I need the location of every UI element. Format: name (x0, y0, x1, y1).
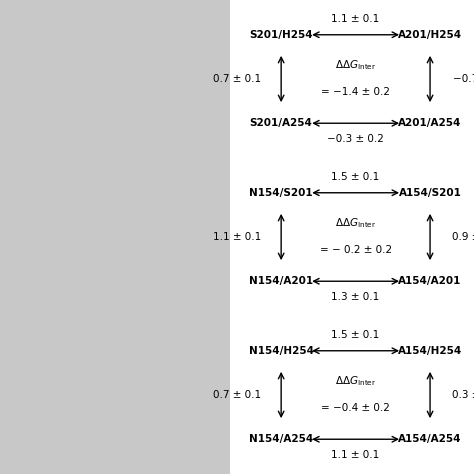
Text: 1.1 ± 0.1: 1.1 ± 0.1 (331, 450, 380, 460)
Text: 1.1 ± 0.1: 1.1 ± 0.1 (213, 232, 261, 242)
Text: A154/A254: A154/A254 (398, 434, 462, 444)
Text: −0.7 ±: −0.7 ± (453, 74, 474, 84)
Text: A201/A254: A201/A254 (398, 118, 462, 128)
Text: = −0.4 ± 0.2: = −0.4 ± 0.2 (321, 402, 390, 413)
Text: $\mathit{\Delta\Delta G}$$_\mathrm{Inter}$: $\mathit{\Delta\Delta G}$$_\mathrm{Inter… (335, 58, 376, 72)
Text: 1.3 ± 0.1: 1.3 ± 0.1 (331, 292, 380, 302)
Text: = − 0.2 ± 0.2: = − 0.2 ± 0.2 (319, 245, 392, 255)
Text: N154/H254: N154/H254 (249, 346, 314, 356)
Text: −0.3 ± 0.2: −0.3 ± 0.2 (327, 134, 384, 144)
Text: 1.5 ± 0.1: 1.5 ± 0.1 (331, 330, 380, 340)
Text: A154/A201: A154/A201 (398, 276, 462, 286)
Text: 0.7 ± 0.1: 0.7 ± 0.1 (213, 74, 261, 84)
Text: $\mathit{\Delta\Delta G}$$_\mathrm{Inter}$: $\mathit{\Delta\Delta G}$$_\mathrm{Inter… (335, 374, 376, 388)
Text: A154/H254: A154/H254 (398, 346, 462, 356)
Text: S201/H254: S201/H254 (249, 30, 313, 40)
Text: N154/A201: N154/A201 (249, 276, 313, 286)
Text: = −1.4 ± 0.2: = −1.4 ± 0.2 (321, 87, 390, 97)
Text: 0.7 ± 0.1: 0.7 ± 0.1 (213, 390, 261, 400)
Text: A154/S201: A154/S201 (399, 188, 462, 198)
Text: 0.3 ± 0: 0.3 ± 0 (453, 390, 474, 400)
Text: N154/S201: N154/S201 (249, 188, 313, 198)
Text: $\mathit{\Delta\Delta G}$$_\mathrm{Inter}$: $\mathit{\Delta\Delta G}$$_\mathrm{Inter… (335, 216, 376, 230)
Text: S201/A254: S201/A254 (250, 118, 312, 128)
Text: N154/A254: N154/A254 (249, 434, 313, 444)
Text: 1.5 ± 0.1: 1.5 ± 0.1 (331, 172, 380, 182)
Text: A201/H254: A201/H254 (398, 30, 462, 40)
Text: 0.9 ± 0: 0.9 ± 0 (453, 232, 474, 242)
Text: 1.1 ± 0.1: 1.1 ± 0.1 (331, 14, 380, 24)
